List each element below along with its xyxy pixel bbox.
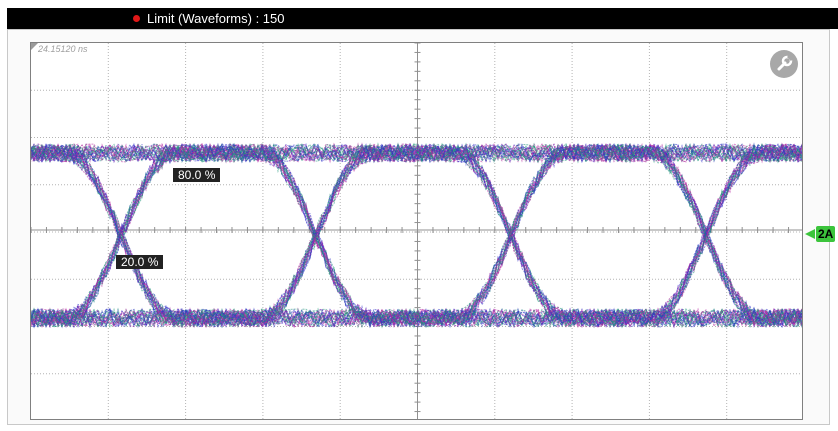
marker-80-percent: 80.0 % xyxy=(173,168,221,182)
wrench-icon xyxy=(777,54,794,71)
eye-diagram-plot xyxy=(31,43,802,419)
channel-arrow-icon xyxy=(805,229,815,239)
red-dot-icon xyxy=(133,15,140,22)
graticule-grid xyxy=(31,43,802,419)
time-offset-label: 24.15120 ns xyxy=(38,44,88,54)
time-marker-icon xyxy=(31,43,38,50)
waveform-limit-label: Limit (Waveforms) : 150 xyxy=(147,11,285,26)
settings-button[interactable] xyxy=(770,50,798,78)
channel-label: 2A xyxy=(816,226,836,242)
marker-20-percent: 20.0 % xyxy=(116,255,164,269)
eye-diagram-display[interactable]: 24.15120 ns xyxy=(30,42,803,420)
eye-traces xyxy=(31,142,802,329)
title-bar: Limit (Waveforms) : 150 xyxy=(7,8,838,29)
